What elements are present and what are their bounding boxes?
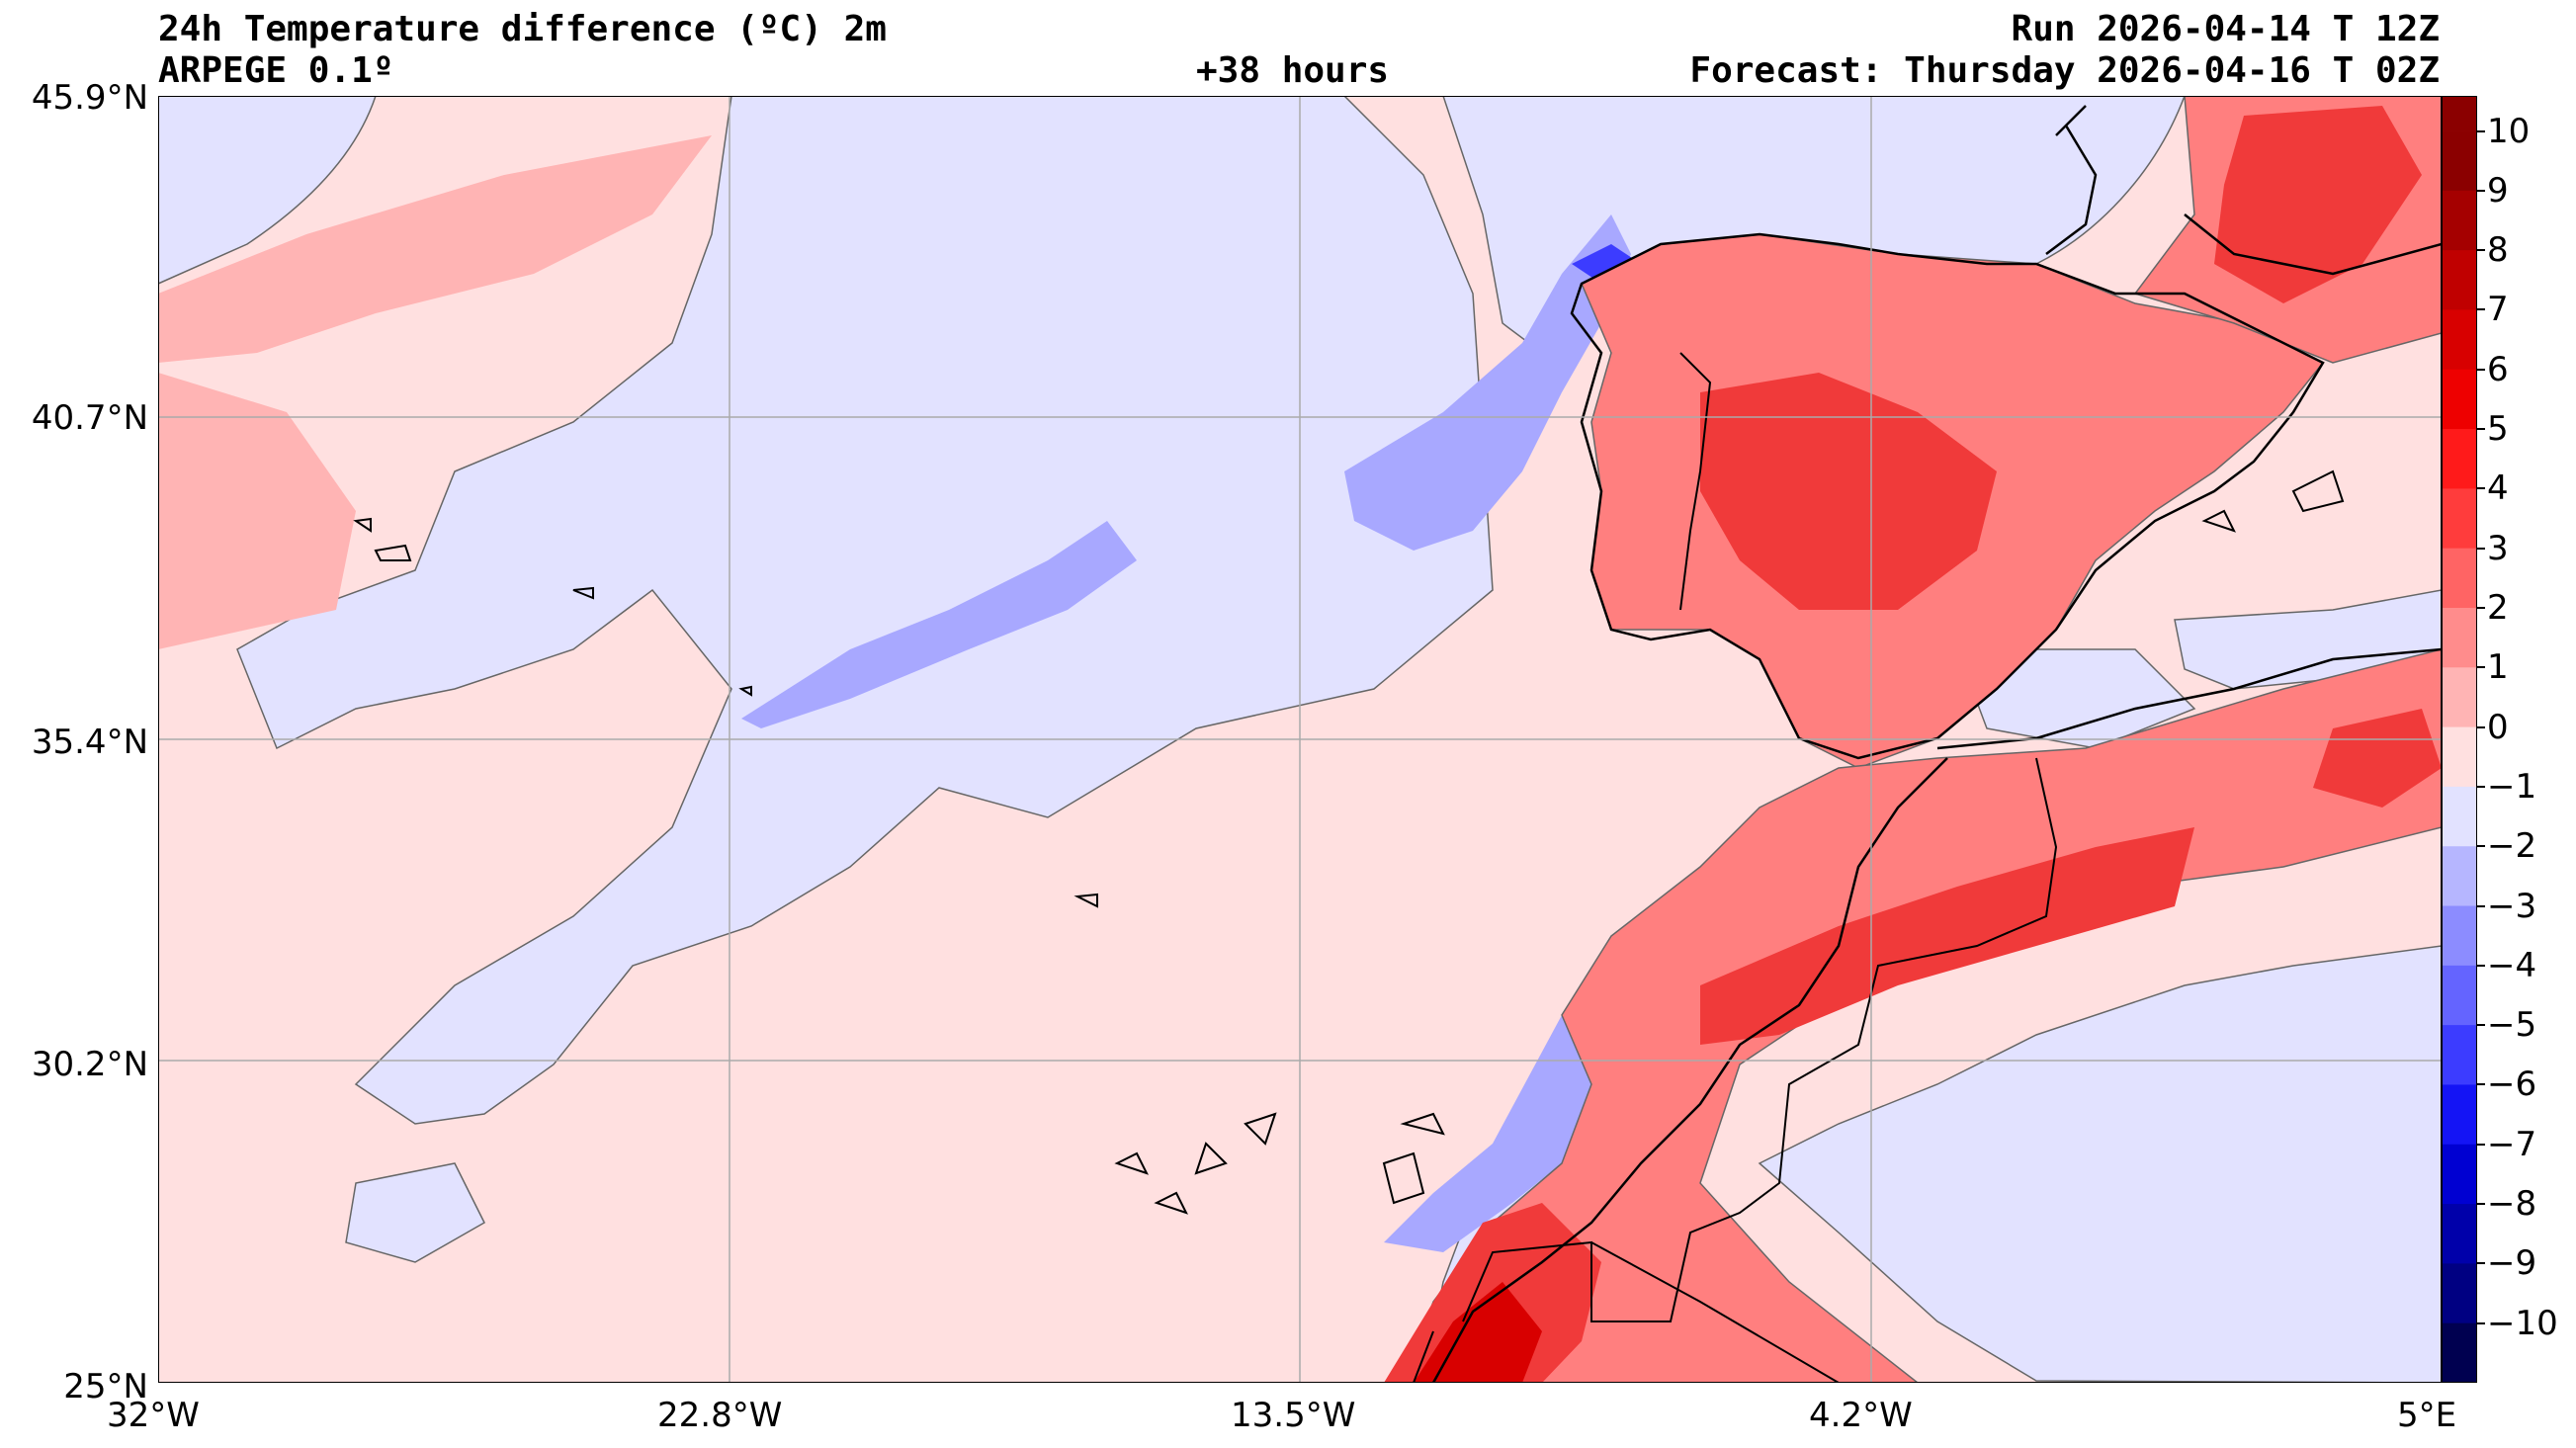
colorbar-tick-label: 7	[2487, 290, 2509, 330]
colorbar-swatch	[2442, 726, 2477, 788]
lat-label: 45.9°N	[31, 78, 148, 118]
colorbar-tick-label: 5	[2487, 409, 2509, 450]
colorbar-tick-label: −4	[2487, 945, 2537, 985]
colorbar-tick-mark	[2477, 1024, 2485, 1027]
colorbar-tick-label: 10	[2487, 111, 2531, 151]
colorbar-swatch	[2442, 130, 2477, 192]
colorbar-swatch	[2442, 488, 2477, 550]
colorbar-tick-mark	[2477, 725, 2485, 728]
colorbar-tick-mark	[2477, 129, 2485, 132]
lead-time-label: +38 hours	[1196, 50, 1390, 91]
colorbar-swatch	[2442, 667, 2477, 728]
lon-label: 4.2°W	[1809, 1396, 1913, 1435]
colorbar-swatch	[2442, 607, 2477, 668]
colorbar-swatch	[2442, 786, 2477, 847]
colorbar-swatch	[2442, 190, 2477, 251]
colorbar-tick-mark	[2477, 249, 2485, 252]
borders	[1413, 352, 2058, 1383]
colorbar-swatch	[2442, 369, 2477, 430]
colorbar-tick-mark	[2477, 785, 2485, 788]
graticule	[158, 96, 2442, 1383]
colorbar-tick-label: 1	[2487, 647, 2509, 688]
map-title: 24h Temperature difference (ºC) 2m	[158, 9, 887, 49]
colorbar-tick-mark	[2477, 1262, 2485, 1265]
colorbar-swatch	[2442, 548, 2477, 609]
colorbar-tick-label: −3	[2487, 886, 2537, 926]
lon-label: 13.5°W	[1231, 1396, 1356, 1435]
colorbar-swatch	[2442, 1263, 2477, 1324]
colorbar-tick-mark	[2477, 487, 2485, 490]
colorbar-swatch	[2442, 965, 2477, 1026]
colorbar-swatch	[2442, 1204, 2477, 1264]
colorbar-tick-label: −10	[2487, 1303, 2558, 1343]
colorbar-tick-label: −8	[2487, 1184, 2537, 1225]
colorbar-swatch	[2442, 1322, 2477, 1383]
lon-label: 22.8°W	[657, 1396, 783, 1435]
colorbar-tick-label: −5	[2487, 1005, 2537, 1046]
colorbar-swatch	[2442, 250, 2477, 310]
colorbar-swatch	[2442, 1084, 2477, 1146]
colorbar-tick-mark	[2477, 1321, 2485, 1324]
lon-label: 32°W	[107, 1396, 200, 1435]
colorbar-tick-mark	[2477, 1203, 2485, 1206]
colorbar-tick-label: −2	[2487, 826, 2537, 867]
colorbar-swatch	[2442, 846, 2477, 907]
colorbar-tick-mark	[2477, 547, 2485, 550]
colorbar-tick-label: −7	[2487, 1124, 2537, 1164]
colorbar-tick-label: −1	[2487, 766, 2537, 807]
colorbar-tick-mark	[2477, 1083, 2485, 1086]
colorbar-tick-mark	[2477, 666, 2485, 669]
colorbar-swatch	[2442, 1025, 2477, 1085]
colorbar-tick-mark	[2477, 845, 2485, 848]
lat-label: 40.7°N	[31, 398, 148, 438]
colorbar	[2442, 96, 2477, 1383]
colorbar-tick-mark	[2477, 428, 2485, 431]
run-label: Run 2026-04-14 T 12Z	[2011, 9, 2440, 49]
colorbar-tick-mark	[2477, 1143, 2485, 1146]
lat-label: 35.4°N	[31, 723, 148, 762]
colorbar-tick-label: 9	[2487, 170, 2509, 211]
colorbar-tick-mark	[2477, 308, 2485, 311]
colorbar-tick-label: 3	[2487, 528, 2509, 568]
colorbar-tick-mark	[2477, 189, 2485, 192]
colorbar-tick-label: 8	[2487, 230, 2509, 271]
coastlines	[1431, 105, 2442, 1383]
temperature-map	[158, 96, 2442, 1383]
colorbar-tick-label: 0	[2487, 707, 2509, 747]
colorbar-tick-mark	[2477, 606, 2485, 609]
model-label: ARPEGE 0.1º	[158, 50, 394, 91]
islands	[353, 469, 2345, 1215]
colorbar-swatches	[2442, 96, 2477, 1383]
colorbar-tick-label: −9	[2487, 1243, 2537, 1284]
colorbar-tick-label: −6	[2487, 1065, 2537, 1105]
lon-label: 5°E	[2397, 1396, 2457, 1435]
colorbar-tick-label: 2	[2487, 587, 2509, 628]
colorbar-tick-mark	[2477, 368, 2485, 371]
colorbar-swatch	[2442, 1144, 2477, 1205]
colorbar-swatch	[2442, 309, 2477, 371]
colorbar-tick-mark	[2477, 964, 2485, 967]
lat-label: 25°N	[63, 1367, 148, 1406]
colorbar-tick-mark	[2477, 904, 2485, 907]
colorbar-tick-label: 6	[2487, 349, 2509, 389]
colorbar-tick-label: 4	[2487, 468, 2509, 509]
colorbar-swatch	[2442, 429, 2477, 489]
cold-bands	[741, 214, 1641, 1252]
forecast-label: Forecast: Thursday 2026-04-16 T 02Z	[1689, 50, 2440, 91]
lat-label: 30.2°N	[31, 1045, 148, 1084]
colorbar-swatch	[2442, 96, 2477, 131]
colorbar-swatch	[2442, 905, 2477, 967]
